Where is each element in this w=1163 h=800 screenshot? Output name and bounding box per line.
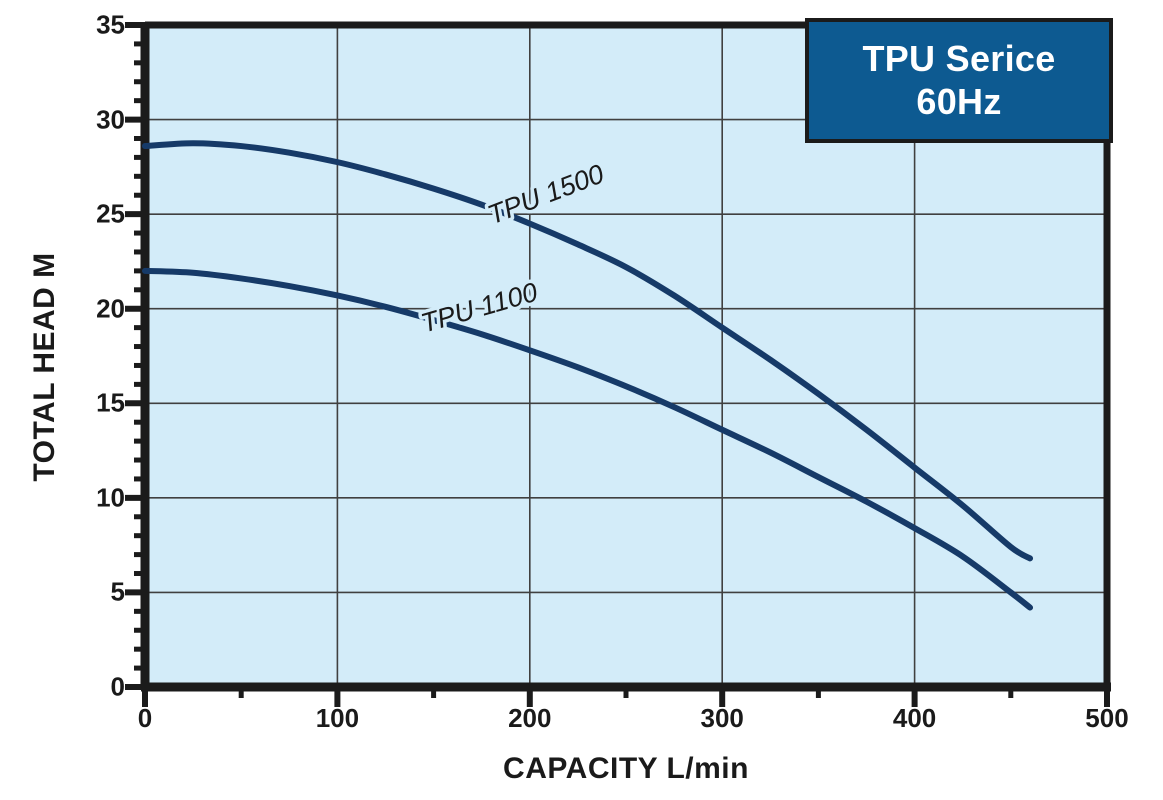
x-tick-label: 400 bbox=[892, 703, 937, 733]
y-tick-label: 5 bbox=[110, 576, 125, 607]
y-tick-label: 30 bbox=[96, 104, 125, 135]
y-tick-label: 35 bbox=[96, 9, 125, 40]
x-tick-label: 300 bbox=[700, 703, 744, 733]
y-tick-label: 20 bbox=[96, 293, 125, 324]
x-tick-label: 100 bbox=[315, 703, 360, 733]
series-curve-tpu-1100 bbox=[142, 267, 1034, 611]
badge-line-2: 60Hz bbox=[916, 80, 1002, 122]
series-curves bbox=[142, 140, 1034, 611]
x-tick-label: 200 bbox=[508, 703, 552, 733]
y-tick-label: 15 bbox=[96, 387, 125, 418]
series-curve-tpu-1500 bbox=[142, 140, 1034, 562]
grid-lines bbox=[145, 25, 1107, 687]
x-tick-label: 0 bbox=[137, 703, 153, 733]
badge-line-1: TPU Serice bbox=[862, 38, 1056, 80]
x-tick-label: 500 bbox=[1085, 703, 1129, 733]
y-tick-label: 0 bbox=[110, 671, 125, 702]
y-tick-label: 25 bbox=[96, 198, 125, 229]
x-axis-title: CAPACITY L/min bbox=[503, 752, 749, 785]
chart-title-badge: TPU Serice 60Hz bbox=[805, 18, 1113, 143]
y-tick-label: 10 bbox=[96, 482, 125, 513]
